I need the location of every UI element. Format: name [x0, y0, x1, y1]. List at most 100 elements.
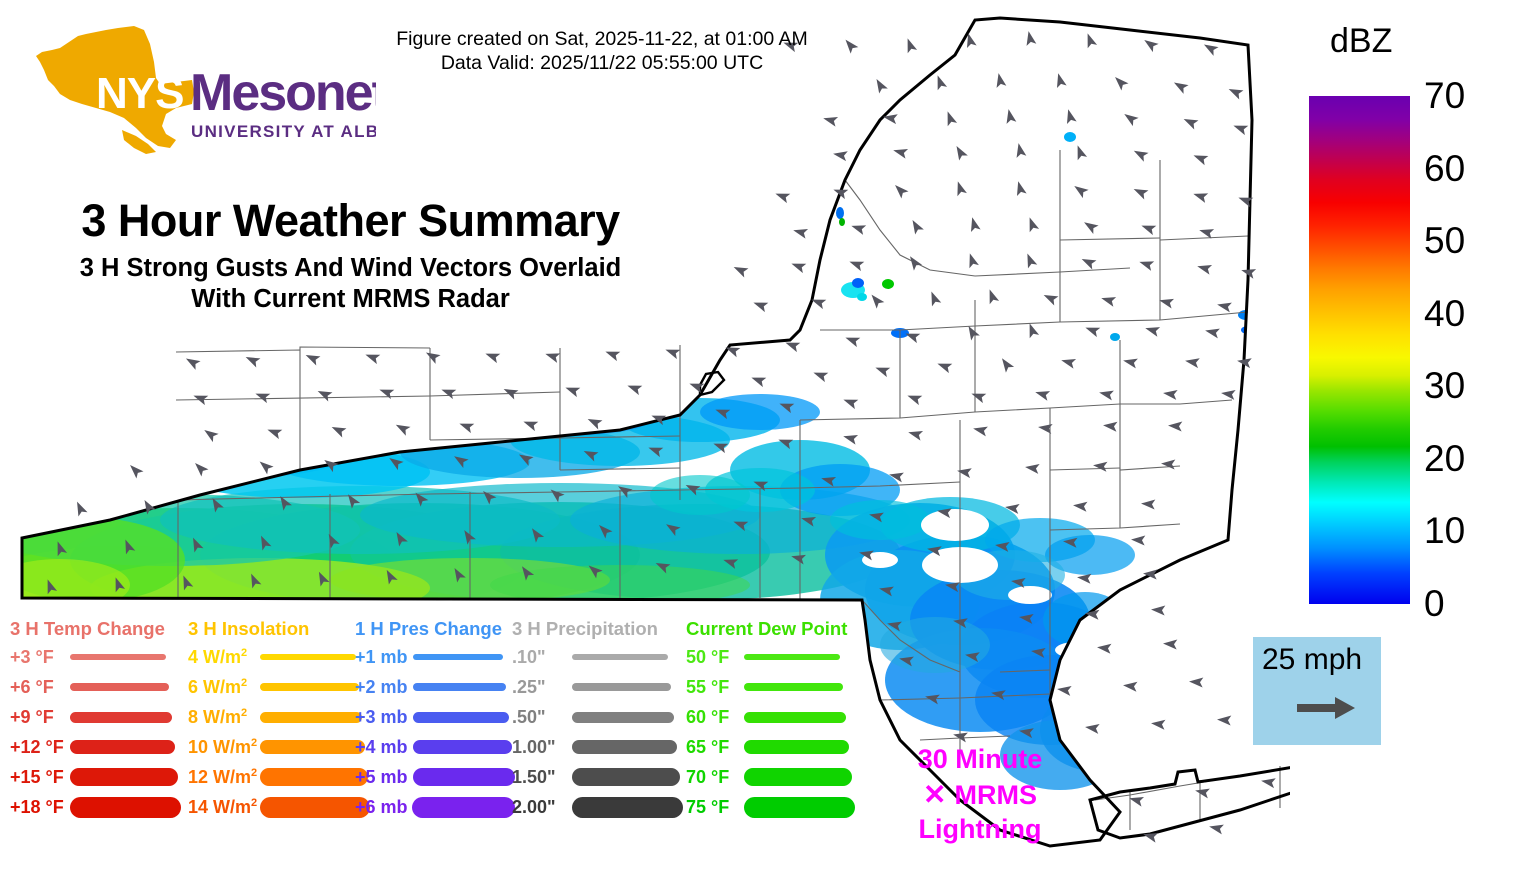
subtitle-line-1: 3 H Strong Gusts And Wind Vectors Overla…: [79, 254, 622, 282]
legend-label-pressure-change-4: +5 mb: [355, 766, 408, 787]
figure-created-line: Figure created on Sat, 2025-11-22, at 01…: [396, 28, 808, 50]
legend-header-dew-point: Current Dew Point: [686, 618, 848, 639]
legend-row: 50 °F: [686, 642, 862, 672]
legend-swatch-precipitation-5: [572, 796, 683, 818]
page-subtitle: 3 H Strong Gusts And Wind Vectors Overla…: [18, 253, 683, 315]
legend-swatch-temp-change-1: [70, 683, 169, 691]
legend-swatch-pressure-change-5: [411, 796, 515, 818]
legend-swatch-dew-point-1: [744, 683, 843, 691]
legend-row: 70 °F: [686, 762, 862, 792]
legend-header-pressure-change: 1 H Pres Change: [355, 618, 503, 639]
ny-state-silhouette-icon: [36, 26, 194, 148]
legend-swatch-insolation-1: [260, 683, 359, 691]
legend-label-pressure-change-2: +3 mb: [355, 706, 408, 727]
legend-label-insolation-3: 10 W/m2: [188, 736, 258, 757]
legend-label-insolation-2: 8 W/m2: [188, 706, 248, 727]
subtitle-line-2: With Current MRMS Radar: [191, 285, 510, 314]
legend-swatch-precipitation-2: [572, 711, 674, 723]
data-valid-line: Data Valid: 2025/11/22 05:55:00 UTC: [440, 51, 764, 74]
legend-swatch-precipitation-0: [572, 654, 668, 660]
legend-row: 55 °F: [686, 672, 862, 702]
wind-reference-arrow-icon: [1295, 695, 1357, 726]
legend-swatch-dew-point-0: [744, 654, 840, 660]
legend-row: +6 mb: [355, 792, 515, 822]
legend-label-precipitation-1: .25": [512, 676, 546, 697]
legend-swatch-dew-point-3: [744, 740, 849, 754]
legend-column-pressure-change: 1 H Pres Change +1 mb +2 mb +3 mb +4 mb +5 mb…: [355, 616, 515, 822]
legend-header-insolation: 3 H Insolation: [188, 618, 310, 639]
legend-row: .50": [512, 702, 684, 732]
dbz-colorbar[interactable]: [1309, 96, 1410, 604]
legend-row: 14 W/m2: [188, 792, 370, 822]
legend-row: 65 °F: [686, 732, 862, 762]
legend-row: 75 °F: [686, 792, 862, 822]
legend-header-precipitation: 3 H Precipitation: [512, 618, 658, 639]
colorbar-tick-20: 20: [1424, 437, 1466, 479]
legend-swatch-precipitation-3: [572, 740, 677, 754]
legend-label-superscript: 2: [251, 736, 258, 749]
nys-mesonet-logo: NYS Mesonet UNIVERSITY AT ALBANY: [26, 22, 376, 162]
colorbar-tick-50: 50: [1424, 220, 1466, 262]
legend-label-insolation-0: 4 W/m2: [188, 646, 248, 667]
timestamp-block: Figure created on Sat, 2025-11-22, at 01…: [352, 28, 852, 76]
legend-swatch-pressure-change-4: [413, 768, 515, 786]
legend-swatch-insolation-2: [260, 711, 362, 723]
legend-label-temp-change-0: +3 °F: [10, 646, 54, 667]
legend-row: +4 mb: [355, 732, 515, 762]
legend-label-dew-point-1: 55 °F: [686, 676, 730, 697]
colorbar-title: dBZ: [1330, 22, 1393, 60]
colorbar-tick-70: 70: [1424, 75, 1466, 116]
legend-label-temp-change-4: +15 °F: [10, 766, 64, 787]
legend-label-pressure-change-5: +6 mb: [355, 796, 408, 817]
legend-column-dew-point: Current Dew Point 50 °F 55 °F 60 °F 65 °F 70 …: [686, 616, 862, 822]
wind-vector-arrows: [47, 31, 1276, 843]
wind-speed-label: 25 mph: [1262, 643, 1363, 676]
legend-label-precipitation-2: .50": [512, 706, 546, 727]
legend-label-precipitation-4: 1.50": [512, 766, 556, 787]
lightning-line-2-wrap: ✕ MRMS: [870, 777, 1090, 813]
legend-swatch-pressure-change-2: [413, 711, 509, 723]
legend-row: +9 °F: [10, 702, 188, 732]
legend-swatch-precipitation-4: [572, 768, 680, 786]
new-york-radar-map[interactable]: [0, 0, 1290, 876]
legend-label-temp-change-2: +9 °F: [10, 706, 54, 727]
legend-label-pressure-change-1: +2 mb: [355, 676, 408, 697]
legend-label-dew-point-0: 50 °F: [686, 646, 730, 667]
logo-nys-text: NYS: [96, 69, 183, 118]
legend-row: 1.00": [512, 732, 684, 762]
legend-label-dew-point-2: 60 °F: [686, 706, 730, 727]
legend-row: +12 °F: [10, 732, 188, 762]
legend-row: 6 W/m2: [188, 672, 370, 702]
legend-row: +5 mb: [355, 762, 515, 792]
legend-column-temp-change: 3 H Temp Change +3 °F +6 °F +9 °F +12 °F +15 …: [10, 616, 188, 822]
legend-header-temp-change: 3 H Temp Change: [10, 618, 165, 639]
legend-row: 4 W/m2: [188, 642, 370, 672]
lightning-key: 30 Minute ✕ MRMS Lightning: [870, 742, 1090, 847]
lightning-line-2: MRMS: [954, 779, 1037, 810]
lightning-x-marker-icon: ✕: [923, 778, 947, 810]
legend-label-temp-change-1: +6 °F: [10, 676, 54, 697]
legend-row: 8 W/m2: [188, 702, 370, 732]
legend-swatch-dew-point-5: [744, 796, 855, 818]
legend-row: 1.50": [512, 762, 684, 792]
legend-swatch-insolation-3: [260, 740, 365, 754]
legend-swatch-precipitation-1: [572, 683, 671, 691]
legend-swatch-temp-change-4: [70, 768, 178, 786]
legend-row: +15 °F: [10, 762, 188, 792]
legend-label-insolation-1: 6 W/m2: [188, 676, 248, 697]
legend-row: 60 °F: [686, 702, 862, 732]
legend-label-pressure-change-3: +4 mb: [355, 736, 408, 757]
legend-row: +3 °F: [10, 642, 188, 672]
legend-swatch-temp-change-0: [70, 654, 166, 660]
legend-label-dew-point-3: 65 °F: [686, 736, 730, 757]
legend-label-insolation-4: 12 W/m2: [188, 766, 258, 787]
legend-label-insolation-5: 14 W/m2: [188, 796, 258, 817]
legend-swatch-dew-point-4: [744, 768, 852, 786]
legend-row: +1 mb: [355, 642, 515, 672]
legend-row: +3 mb: [355, 702, 515, 732]
legend-label-pressure-change-0: +1 mb: [355, 646, 408, 667]
legend-label-temp-change-3: +12 °F: [10, 736, 64, 757]
colorbar-tick-30: 30: [1424, 365, 1466, 407]
lightning-line-1: 30 Minute: [917, 744, 1043, 774]
